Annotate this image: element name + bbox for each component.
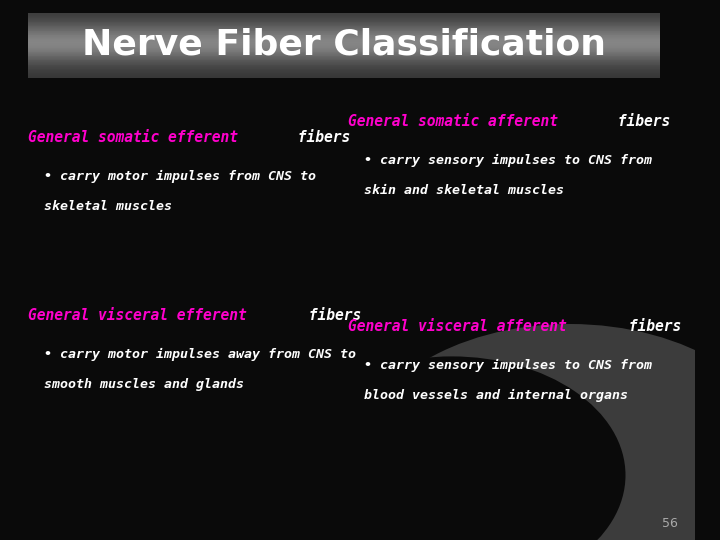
Bar (28, 23, 660, 24)
Bar (28, 73, 660, 75)
Text: General visceral efferent: General visceral efferent (28, 308, 246, 323)
Bar (28, 77, 660, 78)
Bar (28, 52, 660, 53)
Bar (28, 68, 660, 69)
Bar (28, 21, 660, 22)
Bar (28, 39, 660, 40)
Bar (28, 60, 660, 62)
Bar (28, 43, 660, 44)
Bar (28, 49, 660, 50)
Bar (28, 63, 660, 64)
Bar (28, 48, 660, 49)
Bar (28, 55, 660, 56)
Text: fibers: fibers (300, 308, 361, 323)
Text: • carry motor impulses away from CNS to: • carry motor impulses away from CNS to (28, 348, 356, 361)
Text: fibers: fibers (609, 114, 670, 129)
Text: 56: 56 (662, 517, 678, 530)
Bar (28, 18, 660, 19)
Bar (28, 69, 660, 70)
Bar (28, 53, 660, 54)
Text: Nerve Fiber Classification: Nerve Fiber Classification (82, 28, 606, 62)
Text: General visceral afferent: General visceral afferent (348, 319, 566, 334)
Text: fibers: fibers (289, 130, 351, 145)
Bar (28, 66, 660, 67)
Text: skeletal muscles: skeletal muscles (28, 200, 172, 213)
Text: General somatic afferent: General somatic afferent (348, 114, 557, 129)
Text: • carry sensory impulses to CNS from: • carry sensory impulses to CNS from (348, 359, 652, 372)
Bar (28, 46, 660, 47)
Bar (28, 70, 660, 71)
Bar (28, 67, 660, 68)
Text: General somatic efferent: General somatic efferent (28, 130, 238, 145)
Text: • carry motor impulses from CNS to: • carry motor impulses from CNS to (28, 170, 316, 183)
Bar (28, 32, 660, 33)
Bar (28, 47, 660, 48)
Bar (28, 29, 660, 30)
Bar (28, 75, 660, 76)
Text: • carry sensory impulses to CNS from: • carry sensory impulses to CNS from (348, 154, 652, 167)
Bar (28, 19, 660, 20)
Bar (28, 58, 660, 59)
Ellipse shape (278, 356, 626, 540)
Ellipse shape (354, 324, 720, 540)
Bar (28, 76, 660, 77)
Bar (28, 71, 660, 72)
Bar (28, 41, 660, 42)
Bar (28, 72, 660, 73)
Text: fibers: fibers (620, 319, 681, 334)
Bar (28, 36, 660, 37)
Bar (28, 20, 660, 21)
Bar (28, 44, 660, 45)
Bar (28, 45, 660, 46)
Bar (28, 50, 660, 51)
Bar (28, 57, 660, 58)
Bar (28, 35, 660, 36)
Bar (28, 31, 660, 32)
Bar (28, 62, 660, 63)
Bar (28, 59, 660, 60)
Bar (28, 64, 660, 65)
Bar (28, 40, 660, 41)
Bar (28, 26, 660, 27)
Bar (28, 38, 660, 39)
Bar (28, 42, 660, 43)
Bar (28, 54, 660, 55)
Text: skin and skeletal muscles: skin and skeletal muscles (348, 184, 564, 197)
Bar (28, 37, 660, 38)
Bar (28, 24, 660, 25)
Text: blood vessels and internal organs: blood vessels and internal organs (348, 389, 628, 402)
Bar (28, 65, 660, 66)
Text: smooth muscles and glands: smooth muscles and glands (28, 378, 244, 391)
Bar (28, 34, 660, 35)
Bar (28, 16, 660, 17)
Bar (28, 28, 660, 29)
Bar (28, 15, 660, 16)
